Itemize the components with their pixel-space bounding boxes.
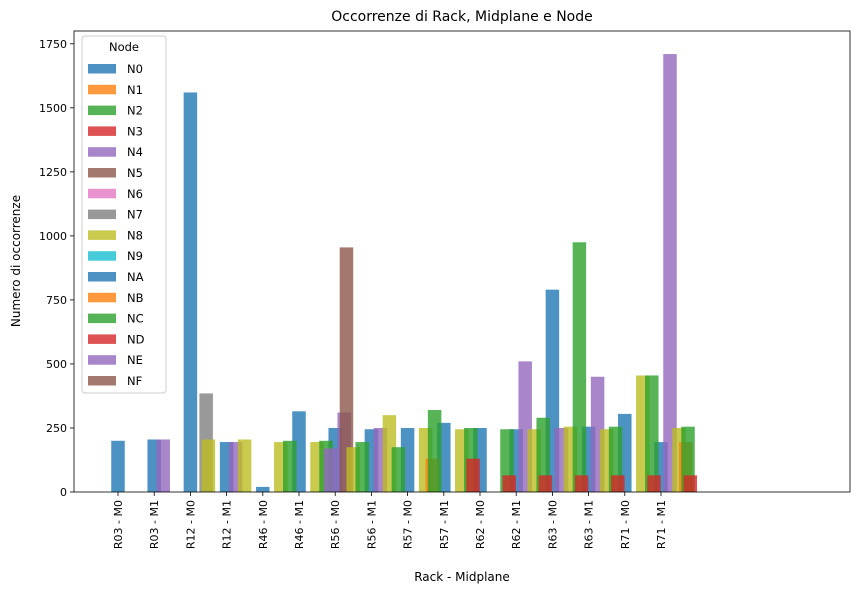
legend-label-n5: N5 xyxy=(127,166,143,180)
y-tick-label: 750 xyxy=(46,294,67,307)
y-tick-label: 1500 xyxy=(39,102,67,115)
bar-nc-4 xyxy=(283,440,297,492)
legend-swatch-na xyxy=(88,272,116,282)
x-tick-label: R56 - M1 xyxy=(365,500,378,549)
y-axis: 0 250 500 750 1000 1250 1500 1750 xyxy=(39,38,74,499)
legend-label-n4: N4 xyxy=(127,145,143,159)
bar-ne-5 xyxy=(323,448,338,492)
legend-label-n7: N7 xyxy=(127,208,143,222)
x-tick-label: R62 - M1 xyxy=(510,500,523,549)
x-tick-label: R03 - M0 xyxy=(112,500,125,549)
legend-swatch-n8 xyxy=(88,230,116,240)
legend-label-n1: N1 xyxy=(127,83,143,97)
legend-swatch-n0 xyxy=(88,64,116,74)
bar-n5-6 xyxy=(339,247,354,492)
legend-swatch-nf xyxy=(88,376,116,386)
legend-label-n8: N8 xyxy=(127,228,143,242)
legend-label-ne: NE xyxy=(127,353,143,367)
bar-nc-12 xyxy=(572,242,587,492)
chart-title: Occorrenze di Rack, Midplane e Node xyxy=(331,9,593,25)
legend-label-n9: N9 xyxy=(127,249,143,263)
bar-nd-13 xyxy=(611,475,625,492)
bar-n0-0 xyxy=(111,440,125,492)
bar-nd-12 xyxy=(574,475,589,492)
y-tick-label: 1250 xyxy=(39,166,67,179)
legend-swatch-nb xyxy=(88,292,116,303)
x-tick-label: R46 - M0 xyxy=(257,500,270,549)
y-tick-label: 1750 xyxy=(39,38,67,51)
x-tick-label: R03 - M1 xyxy=(148,500,161,549)
legend-swatch-nd xyxy=(88,334,116,344)
legend-swatch-n3 xyxy=(88,126,116,136)
legend-label-na: NA xyxy=(127,270,144,284)
legend-swatch-n6 xyxy=(88,188,116,199)
legend-swatch-n7 xyxy=(88,209,116,220)
bar-nd-11 xyxy=(538,475,553,492)
legend-frame xyxy=(81,35,167,394)
x-tick-label: R57 - M0 xyxy=(402,500,415,549)
bar-nd-9 xyxy=(466,458,480,492)
legend-label-n2: N2 xyxy=(127,104,143,118)
legend-swatch-n1 xyxy=(88,84,116,95)
bar-nc-11 xyxy=(536,417,550,492)
x-tick-label: R62 - M0 xyxy=(474,500,487,549)
bar-nc-7 xyxy=(391,447,406,492)
x-axis: R03 - M0 R03 - M1 R12 - M0 R12 - M1 R46 - M0… xyxy=(112,492,668,549)
bar-n0-2 xyxy=(183,92,198,492)
x-tick-label: R57 - M1 xyxy=(438,500,451,549)
legend: Node N0 N1 N2 N3 N4 N5 N6 N7 N8 N9 NA NB NC ND NE NF xyxy=(81,35,167,394)
bars-layer xyxy=(111,54,697,493)
x-tick-label: R12 - M0 xyxy=(184,500,197,549)
x-tick-label: R71 - M0 xyxy=(619,500,632,549)
x-axis-label: Rack - Midplane xyxy=(414,570,510,584)
y-tick-label: 1000 xyxy=(39,230,67,243)
y-tick-label: 0 xyxy=(60,486,67,499)
y-axis-label: Numero di occorrenze xyxy=(9,195,23,327)
legend-label-n6: N6 xyxy=(127,187,143,201)
bar-n4-1 xyxy=(156,439,170,492)
legend-swatch-n2 xyxy=(88,105,116,116)
legend-label-nf: NF xyxy=(127,374,142,388)
legend-items: N0 N1 N2 N3 N4 N5 N6 N7 N8 N9 NA NB NC ND NE NF xyxy=(88,62,145,388)
bar-nd-14 xyxy=(647,475,661,492)
legend-swatch-n5 xyxy=(88,168,116,178)
x-tick-label: R71 - M1 xyxy=(655,500,668,549)
legend-label-nb: NB xyxy=(127,291,144,305)
legend-swatch-n4 xyxy=(88,147,116,157)
y-tick-label: 500 xyxy=(46,358,67,371)
legend-label-nd: ND xyxy=(127,332,145,346)
bar-nc-8 xyxy=(427,410,442,492)
plot-frame xyxy=(73,30,851,493)
legend-label-n3: N3 xyxy=(127,124,143,138)
legend-label-n0: N0 xyxy=(127,62,143,76)
bar-nd-10 xyxy=(502,475,516,492)
bar-n0-4 xyxy=(256,486,270,492)
x-tick-label: R46 - M1 xyxy=(293,500,306,549)
bar-nc-14 xyxy=(645,375,659,492)
bar-nd-15 xyxy=(683,475,697,492)
x-tick-label: R12 - M1 xyxy=(221,500,234,549)
bar-n4-15 xyxy=(663,54,677,493)
legend-swatch-n9 xyxy=(88,251,116,261)
x-tick-label: R63 - M0 xyxy=(546,500,559,549)
x-tick-label: R63 - M1 xyxy=(583,500,596,549)
y-tick-label: 250 xyxy=(46,422,67,435)
legend-swatch-ne xyxy=(88,355,116,365)
legend-swatch-nc xyxy=(88,313,116,324)
legend-title: Node xyxy=(109,40,139,54)
legend-label-nc: NC xyxy=(127,312,144,326)
bar-nc-6 xyxy=(355,442,369,492)
x-tick-label: R56 - M0 xyxy=(329,500,342,549)
bar-n8-3 xyxy=(237,439,252,492)
bar-n8-2 xyxy=(201,439,216,492)
